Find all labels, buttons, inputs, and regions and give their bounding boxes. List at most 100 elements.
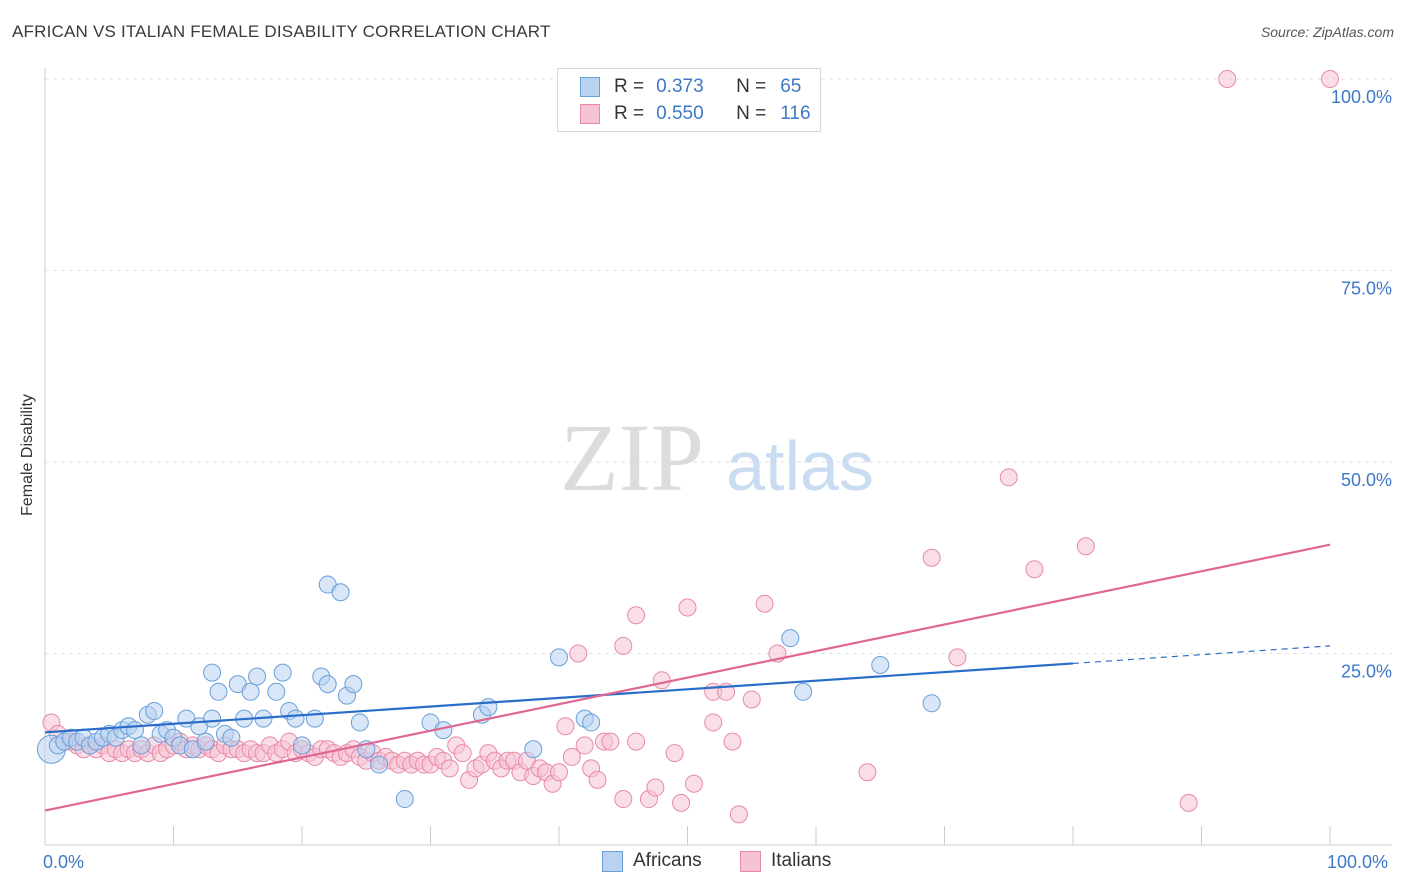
africans-point [273, 663, 292, 682]
africans-point [196, 732, 215, 751]
italians-point [678, 598, 697, 617]
italians-point [1076, 537, 1095, 556]
watermark-zip: ZIP [560, 404, 704, 511]
source-label: Source: ZipAtlas.com [1260, 24, 1394, 40]
africans-point [524, 740, 543, 759]
africans-swatch [580, 77, 600, 97]
italians-point [601, 732, 620, 751]
italians-point [569, 644, 588, 663]
italians-point [556, 717, 575, 736]
italians-point [704, 713, 723, 732]
italians-point [614, 790, 633, 809]
n-label: N = [736, 103, 767, 124]
africans-trend-line [44, 662, 1074, 734]
africans-points [36, 575, 941, 809]
africans-point [209, 682, 228, 701]
italians-trend-line [44, 543, 1331, 812]
africans-point [350, 713, 369, 732]
legend-label: Africans [633, 850, 702, 871]
italians-point [646, 778, 665, 797]
legend-label: Italians [771, 850, 832, 871]
italians-point [453, 744, 472, 763]
italians-point [1321, 70, 1339, 88]
y-tick-label: 50.0% [1341, 470, 1392, 490]
africans-point [145, 701, 164, 720]
italians-point [588, 770, 607, 789]
y-tick-label: 25.0% [1341, 662, 1392, 682]
africans-point [318, 675, 337, 694]
italians-point [858, 763, 877, 782]
legend-item-africans[interactable]: Africans [602, 850, 702, 872]
chart-title: AFRICAN VS ITALIAN FEMALE DISABILITY COR… [12, 22, 551, 41]
italians-point [755, 594, 774, 613]
italians-point [1218, 70, 1237, 88]
x-tick-max: 100.0% [1327, 852, 1389, 872]
italians-point [652, 671, 671, 690]
italians-point [948, 648, 967, 667]
italians-point [723, 732, 742, 751]
africans-point [248, 667, 267, 686]
africans-point [203, 709, 222, 728]
africans-point [582, 713, 601, 732]
stats-row-italians: R = 0.550 N = 116 [580, 102, 811, 126]
italians-point [665, 744, 684, 763]
italians-point [575, 736, 594, 755]
italians-point [550, 763, 568, 782]
italians-point [729, 805, 748, 824]
africans-point [395, 790, 414, 809]
africans-point [125, 721, 144, 740]
italians-point [742, 690, 761, 709]
y-tick-label: 100.0% [1331, 87, 1392, 107]
italians-point [999, 468, 1018, 487]
italians-swatch [580, 104, 600, 124]
africans-point [203, 663, 222, 682]
y-tick-labels: 25.0% 50.0% 75.0% 100.0% [1331, 87, 1392, 682]
italians-point [614, 636, 633, 655]
africans-point [550, 648, 568, 667]
italians-swatch [740, 850, 761, 872]
n-value: 65 [780, 76, 802, 97]
r-value: 0.550 [656, 103, 704, 124]
africans-point [331, 583, 350, 602]
legend-item-italians[interactable]: Italians [740, 850, 831, 872]
africans-point [370, 755, 389, 774]
watermark-atlas: atlas [726, 427, 874, 505]
africans-point [922, 694, 941, 713]
stats-row-africans: R = 0.373 N = 65 [580, 75, 801, 99]
series-legend: Africans Italians [0, 850, 1406, 878]
n-value: 116 [780, 103, 811, 124]
italians-point [684, 774, 703, 793]
axes [44, 68, 1392, 846]
africans-point [267, 682, 286, 701]
gridlines [45, 78, 1392, 654]
r-label: R = [614, 76, 645, 97]
africans-trend-extension [1072, 645, 1331, 665]
italians-point [440, 759, 459, 778]
italians-point [1179, 793, 1198, 812]
africans-point [305, 709, 324, 728]
italians-point [922, 548, 941, 567]
africans-point [781, 629, 800, 648]
italians-point [1025, 560, 1044, 579]
africans-point [344, 675, 363, 694]
y-tick-label: 75.0% [1341, 279, 1392, 299]
africans-point [241, 682, 260, 701]
italians-point [562, 747, 581, 766]
x-tick-min: 0.0% [43, 852, 85, 872]
africans-point [794, 682, 813, 701]
r-label: R = [614, 103, 645, 124]
r-value: 0.373 [656, 76, 704, 97]
stats-legend: R = 0.373 N = 65 R = 0.550 N = 116 [557, 68, 821, 132]
africans-point [286, 709, 305, 728]
italians-point [627, 732, 646, 751]
trend-lines [44, 543, 1331, 812]
italians-point [672, 793, 691, 812]
africans-point [293, 736, 311, 755]
africans-point [871, 655, 890, 674]
n-label: N = [736, 76, 767, 97]
africans-swatch [602, 850, 623, 872]
italians-point [627, 606, 646, 625]
africans-point [132, 736, 151, 755]
africans-point [222, 728, 241, 747]
